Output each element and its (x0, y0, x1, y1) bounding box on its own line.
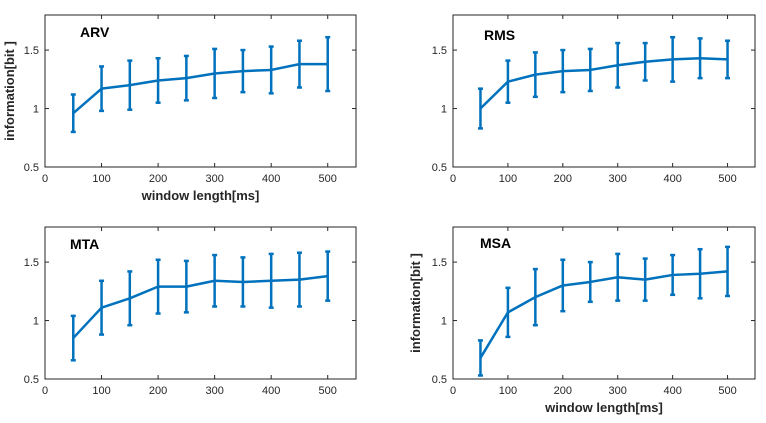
data-point (72, 336, 75, 340)
axes-box (452, 14, 756, 168)
data-point (643, 60, 647, 63)
x-tick-label: 100 (92, 173, 110, 185)
data-point (298, 62, 301, 66)
axes-box (44, 226, 357, 380)
x-tick-label: 500 (319, 385, 337, 397)
y-tick-label: 0.5 (432, 162, 447, 174)
data-point (128, 83, 132, 87)
series-line (479, 270, 728, 359)
y-tick-label: 0.5 (432, 374, 447, 386)
y-tick-label: 1.5 (432, 257, 447, 269)
subplot-title: MTA (70, 236, 99, 252)
y-tick-label: 0.5 (24, 374, 39, 386)
data-point (128, 297, 132, 300)
subplot-msa: 0 100 200 300 400 500 0.5 1 1.5 MSA window length[… (408, 226, 756, 415)
data-point (698, 272, 702, 275)
data-point (671, 273, 674, 277)
x-tick-label: 0 (42, 173, 48, 185)
y-tick-label: 1.5 (24, 45, 39, 57)
data-point (534, 73, 537, 76)
data-point (100, 87, 103, 90)
data-point (326, 274, 329, 278)
y-axis-label: information[bit ] (408, 253, 423, 353)
data-point (561, 69, 565, 73)
x-tick-label: 200 (554, 385, 572, 397)
data-point (726, 270, 729, 273)
subplot-mta: 0 100 200 300 400 500 0.5 1 1.5 MTA (24, 226, 357, 397)
data-point (298, 278, 301, 281)
data-point (269, 279, 273, 282)
x-tick-label: 200 (149, 173, 167, 185)
data-point (326, 62, 329, 66)
x-tick-label: 200 (554, 173, 572, 185)
x-tick-label: 200 (149, 385, 167, 397)
subplot-arv: 0 100 200 300 400 500 0.5 1 1.5 ARV window length[… (2, 14, 357, 203)
axes-box (44, 14, 357, 168)
x-tick-label: 500 (718, 173, 736, 185)
data-point (643, 278, 647, 281)
y-tick-label: 1.5 (432, 45, 447, 57)
x-tick-label: 100 (499, 385, 517, 397)
data-point (506, 311, 510, 314)
subplot-rms: 0 100 200 300 400 500 0.5 1 1.5 RMS (432, 14, 756, 185)
data-point (100, 306, 103, 309)
series-line (72, 274, 328, 339)
x-tick-label: 400 (262, 385, 280, 397)
data-point (241, 69, 245, 73)
data-point (213, 279, 216, 282)
data-point (506, 80, 510, 83)
data-point (185, 76, 188, 80)
x-tick-label: 400 (663, 173, 681, 185)
x-tick-label: 400 (663, 385, 681, 397)
data-point (479, 356, 482, 360)
y-tick-label: 1 (441, 316, 447, 328)
subplot-title: MSA (480, 235, 511, 251)
data-point (269, 68, 273, 72)
series-line (479, 57, 728, 110)
data-point (616, 276, 619, 279)
x-tick-label: 0 (450, 385, 456, 397)
data-point (698, 57, 702, 60)
x-axis-label: window length[ms] (544, 400, 663, 415)
x-axis-label: window length[ms] (141, 188, 260, 203)
data-point (726, 58, 729, 61)
x-tick-label: 100 (92, 385, 110, 397)
x-tick-label: 300 (205, 385, 223, 397)
y-tick-label: 0.5 (24, 162, 39, 174)
subplot-title: ARV (80, 24, 110, 40)
data-point (479, 107, 482, 110)
data-point (534, 295, 537, 299)
data-point (156, 79, 160, 82)
x-tick-label: 0 (42, 385, 48, 397)
x-tick-label: 300 (609, 173, 627, 185)
data-point (561, 284, 565, 287)
data-point (616, 64, 619, 67)
x-tick-label: 500 (718, 385, 736, 397)
data-point (241, 280, 245, 284)
y-tick-label: 1 (441, 104, 447, 116)
data-point (185, 285, 188, 288)
y-tick-label: 1 (33, 104, 39, 116)
data-point (589, 68, 592, 72)
data-point (213, 72, 216, 75)
x-tick-label: 400 (262, 173, 280, 185)
data-point (156, 285, 160, 288)
axes-box (452, 226, 756, 380)
x-tick-label: 500 (319, 173, 337, 185)
x-tick-label: 0 (450, 173, 456, 185)
data-point (671, 58, 674, 61)
data-point (589, 280, 592, 284)
y-tick-label: 1.5 (24, 257, 39, 269)
x-tick-label: 300 (609, 385, 627, 397)
series-line (72, 62, 328, 115)
x-tick-label: 100 (499, 173, 517, 185)
y-tick-label: 1 (33, 316, 39, 328)
y-axis-label: information[bit ] (2, 41, 17, 141)
subplot-title: RMS (484, 27, 515, 43)
data-point (72, 112, 75, 115)
x-tick-label: 300 (205, 173, 223, 185)
